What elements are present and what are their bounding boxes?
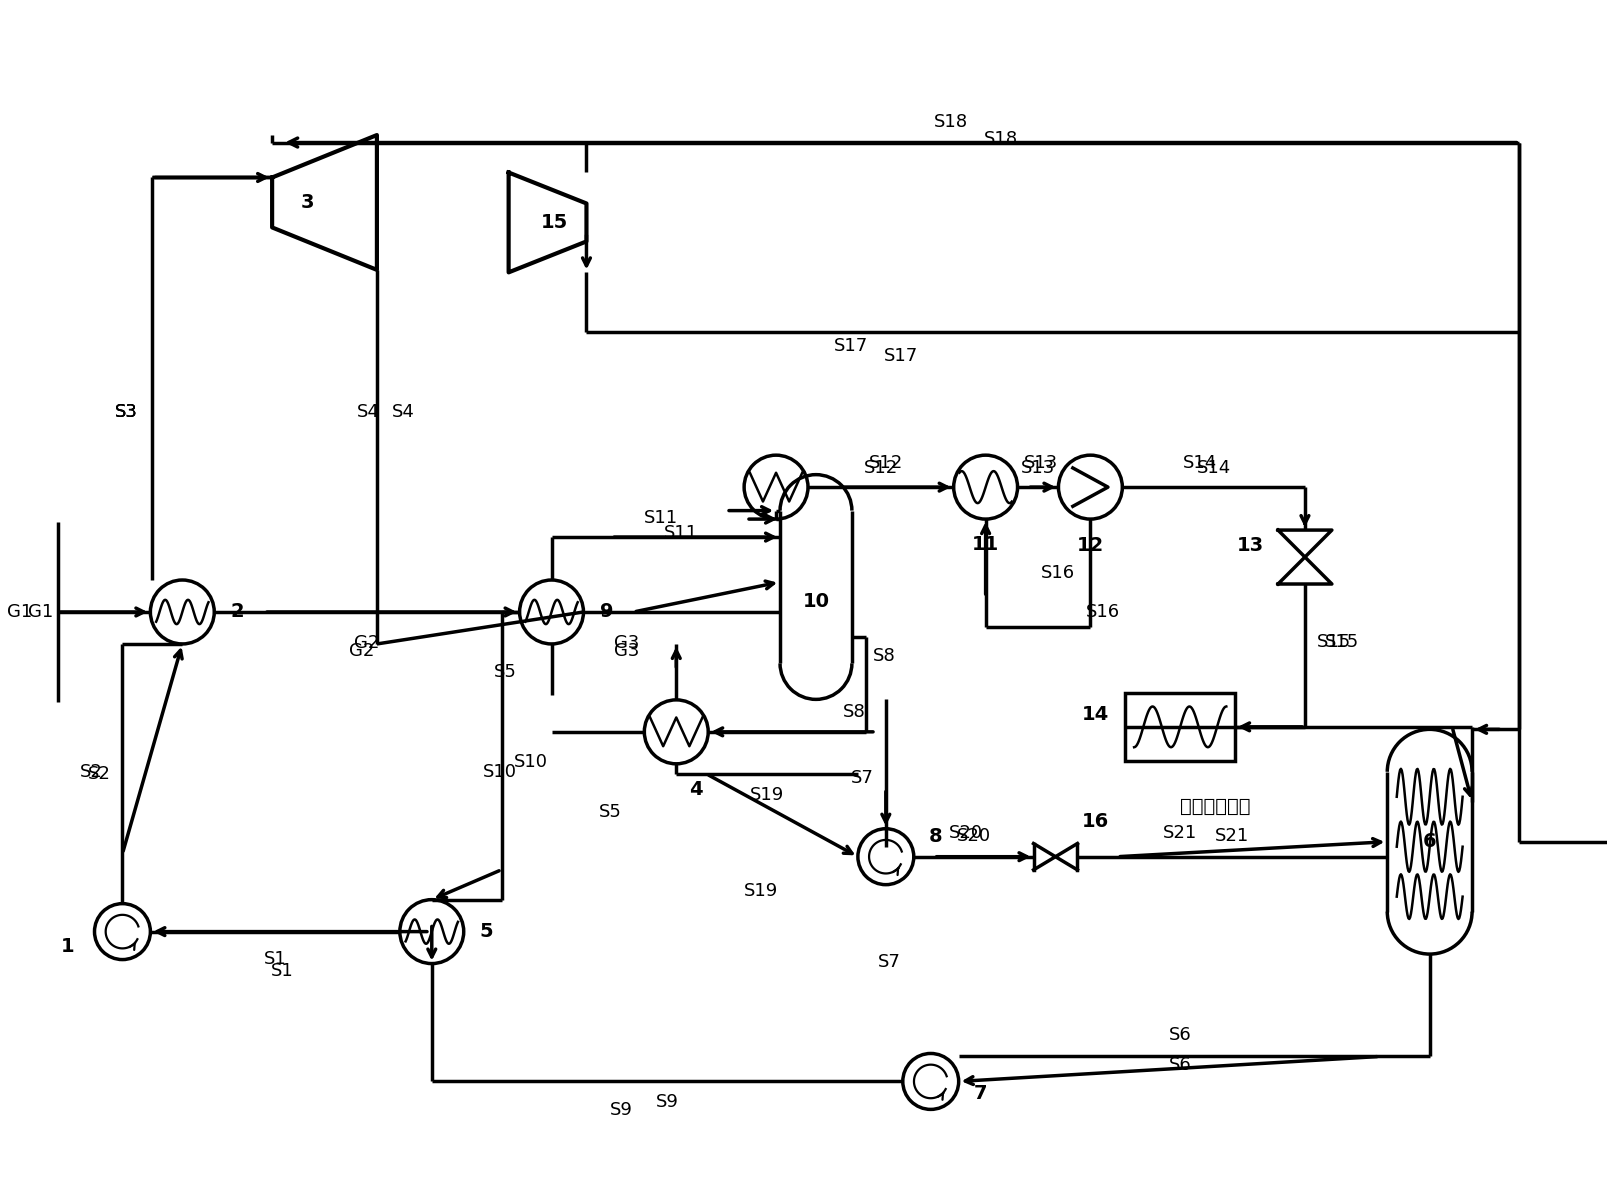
- Text: S3: S3: [114, 403, 137, 421]
- Text: 1: 1: [61, 937, 74, 956]
- Text: S8: S8: [842, 703, 865, 721]
- Text: S17: S17: [834, 337, 868, 355]
- Text: S2: S2: [87, 765, 111, 783]
- Text: S19: S19: [744, 882, 778, 900]
- Text: S13: S13: [1022, 454, 1057, 472]
- Text: S4: S4: [392, 403, 415, 421]
- Text: 3: 3: [301, 193, 313, 212]
- Text: 10: 10: [802, 592, 829, 611]
- Text: S12: S12: [868, 454, 903, 472]
- Text: S1: S1: [264, 950, 286, 968]
- Text: 8: 8: [929, 827, 942, 846]
- Text: 6: 6: [1422, 832, 1435, 851]
- Text: S8: S8: [873, 647, 895, 665]
- Text: S1: S1: [270, 962, 294, 980]
- Text: 4: 4: [689, 781, 702, 800]
- Text: G2: G2: [349, 642, 374, 660]
- Text: 低温冷量输出: 低温冷量输出: [1180, 797, 1250, 817]
- Text: S3: S3: [114, 403, 137, 421]
- Text: S16: S16: [1086, 603, 1120, 621]
- Text: G3: G3: [614, 634, 638, 652]
- Text: 12: 12: [1077, 535, 1104, 554]
- Bar: [1125, 693, 1234, 760]
- Text: S20: S20: [948, 824, 982, 842]
- Text: 2: 2: [230, 602, 244, 621]
- Text: 16: 16: [1082, 812, 1109, 831]
- Text: S14: S14: [1196, 459, 1229, 477]
- Text: S9: S9: [656, 1093, 678, 1111]
- Text: S20: S20: [956, 827, 990, 845]
- Text: G2: G2: [354, 634, 379, 652]
- Text: 9: 9: [599, 602, 612, 621]
- Text: S6: S6: [1168, 1026, 1191, 1044]
- Text: S21: S21: [1162, 824, 1197, 842]
- Text: S6: S6: [1168, 1056, 1191, 1074]
- Text: 14: 14: [1082, 706, 1109, 725]
- Text: 7: 7: [974, 1084, 987, 1103]
- Text: S4: S4: [357, 403, 379, 421]
- Text: S18: S18: [983, 130, 1017, 148]
- Text: S11: S11: [644, 509, 678, 527]
- Text: 5: 5: [479, 923, 493, 942]
- Text: G1: G1: [27, 603, 53, 621]
- Text: S17: S17: [884, 347, 918, 365]
- Text: G1: G1: [8, 603, 32, 621]
- Text: S15: S15: [1316, 633, 1350, 651]
- Text: 11: 11: [971, 534, 998, 553]
- Text: S10: S10: [513, 753, 548, 771]
- Text: S10: S10: [482, 763, 516, 781]
- Text: S5: S5: [493, 663, 516, 681]
- Text: S5: S5: [598, 802, 620, 821]
- Text: S2: S2: [80, 763, 103, 781]
- Text: S3: S3: [114, 403, 137, 421]
- Text: S16: S16: [1041, 564, 1075, 582]
- Text: S14: S14: [1183, 454, 1216, 472]
- Text: S19: S19: [749, 786, 784, 803]
- Text: 13: 13: [1236, 535, 1263, 554]
- Text: S18: S18: [934, 112, 967, 131]
- Text: G3: G3: [614, 642, 638, 660]
- Text: S21: S21: [1215, 827, 1249, 845]
- Text: S15: S15: [1324, 633, 1358, 651]
- Text: 15: 15: [540, 213, 567, 232]
- Text: S11: S11: [664, 524, 697, 542]
- Text: S7: S7: [850, 769, 873, 787]
- Text: S7: S7: [877, 952, 900, 970]
- Text: S9: S9: [609, 1101, 633, 1119]
- Text: S12: S12: [863, 459, 897, 477]
- Text: S13: S13: [1020, 459, 1054, 477]
